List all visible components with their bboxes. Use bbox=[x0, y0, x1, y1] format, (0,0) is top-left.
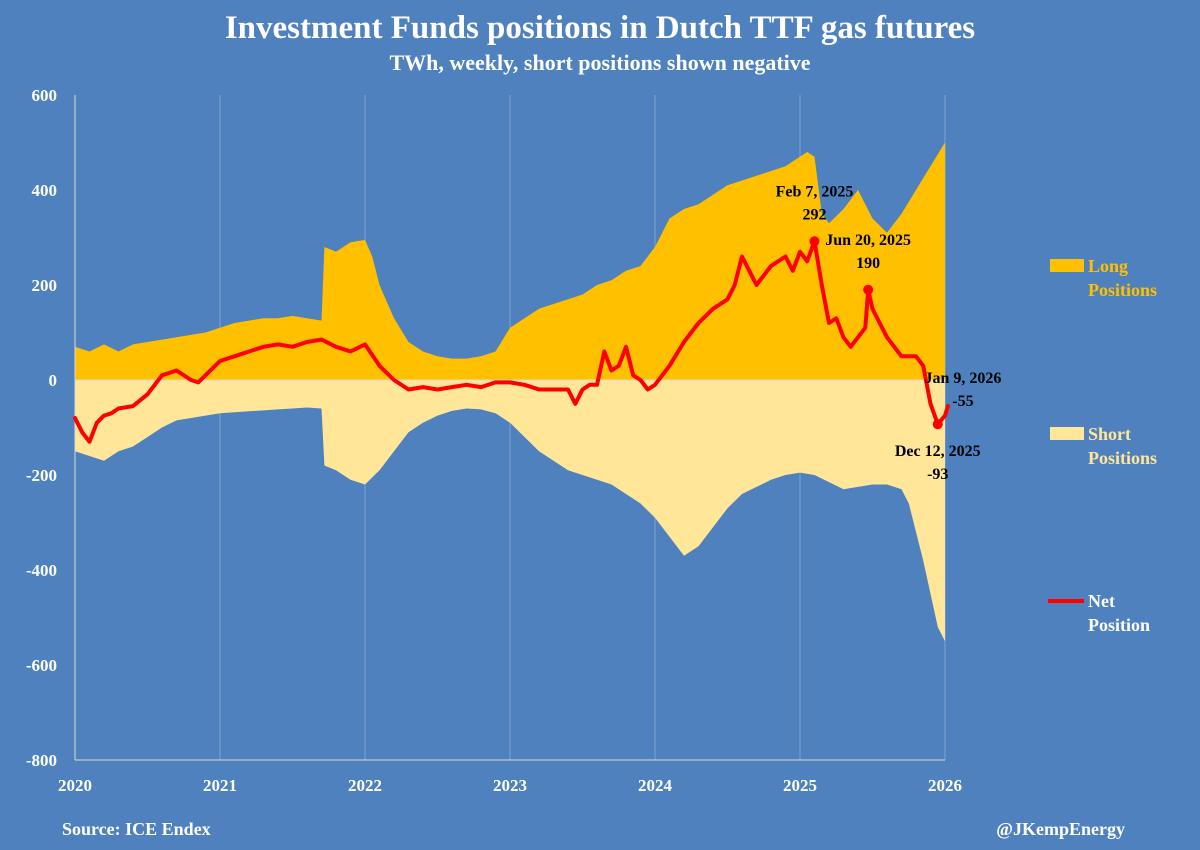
x-tick-label-2025: 2025 bbox=[783, 776, 817, 795]
credit-label: @JKempEnergy bbox=[996, 819, 1125, 839]
net-position-line bbox=[73, 239, 950, 444]
annotation-points bbox=[809, 236, 943, 430]
annotation-value-1: 190 bbox=[856, 255, 880, 272]
short-positions-area bbox=[75, 380, 945, 642]
legend-net-label-1: Net bbox=[1088, 591, 1115, 611]
x-tick-label-2026: 2026 bbox=[928, 776, 962, 795]
legend-net-label-2: Position bbox=[1088, 615, 1150, 635]
y-tick-label--800: -800 bbox=[26, 751, 57, 770]
y-tick-label--600: -600 bbox=[26, 656, 57, 675]
annotation-date-2: Dec 12, 2025 bbox=[895, 443, 981, 460]
y-tick-label-400: 400 bbox=[32, 181, 58, 200]
source-label: Source: ICE Endex bbox=[62, 819, 211, 839]
legend: Long Positions Short Positions Net Posit… bbox=[1048, 256, 1157, 635]
legend-short-label-1: Short bbox=[1088, 424, 1131, 444]
annotation-date-0: Feb 7, 2025 bbox=[776, 183, 854, 200]
plot-areas bbox=[75, 142, 945, 642]
legend-long-label-2: Positions bbox=[1088, 280, 1157, 300]
net-position-line-group bbox=[73, 239, 950, 444]
annotation-value-2: -93 bbox=[927, 466, 948, 483]
chart-subtitle: TWh, weekly, short positions shown negat… bbox=[389, 50, 810, 75]
legend-long-label-1: Long bbox=[1088, 256, 1128, 276]
x-tick-label-2022: 2022 bbox=[348, 776, 382, 795]
annotation-point-0 bbox=[809, 236, 820, 247]
long-positions-area bbox=[75, 142, 945, 380]
annotation-value-3: -55 bbox=[952, 393, 973, 410]
y-tick-label-0: 0 bbox=[49, 371, 58, 390]
annotation-date-3: Jan 9, 2026 bbox=[924, 370, 1001, 387]
annotation-value-0: 292 bbox=[803, 206, 827, 223]
legend-long-swatch bbox=[1050, 259, 1084, 272]
x-tick-label-2020: 2020 bbox=[58, 776, 92, 795]
y-tick-label-600: 600 bbox=[32, 86, 58, 105]
annotations: Feb 7, 2025 292 Jun 20, 2025 190 Dec 12, 202… bbox=[776, 183, 1002, 483]
y-tick-label--400: -400 bbox=[26, 561, 57, 580]
annotation-point-2 bbox=[932, 419, 943, 430]
x-tick-label-2023: 2023 bbox=[493, 776, 527, 795]
legend-short-swatch bbox=[1050, 427, 1084, 440]
annotation-date-1: Jun 20, 2025 bbox=[825, 232, 911, 249]
axes: -800 -600 -400 -200 0 200 400 600 2020 2021 2022 20… bbox=[26, 86, 962, 795]
x-tick-label-2021: 2021 bbox=[203, 776, 237, 795]
chart-title: Investment Funds positions in Dutch TTF … bbox=[225, 10, 975, 46]
x-tick-label-2024: 2024 bbox=[638, 776, 673, 795]
y-tick-label-200: 200 bbox=[32, 276, 58, 295]
legend-short-label-2: Positions bbox=[1088, 448, 1157, 468]
y-tick-label--200: -200 bbox=[26, 466, 57, 485]
annotation-point-1 bbox=[863, 284, 874, 295]
